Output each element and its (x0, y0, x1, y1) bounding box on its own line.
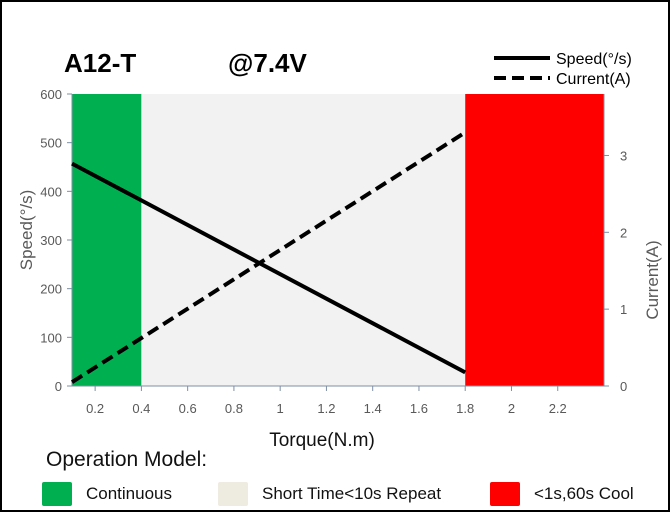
y-tick-label: 400 (40, 184, 62, 199)
legend-label-cool: <1s,60s Cool (534, 484, 634, 503)
y-axis-label: Speed(°/s) (17, 190, 36, 271)
x-axis-label: Torque(N.m) (269, 430, 375, 451)
x-tick-label: 0.2 (86, 401, 104, 416)
x-tick-label: 0.6 (179, 401, 197, 416)
legend-swatch-continuous (42, 482, 72, 506)
legend-label-current: Current(A) (556, 71, 631, 88)
x-tick-label: 2 (508, 401, 515, 416)
legend-item-cool: <1s,60s Cool (490, 480, 634, 508)
chart-title-voltage: @7.4V (228, 48, 307, 78)
chart-title-model: A12-T (64, 48, 136, 78)
operation-model-title: Operation Model: (46, 448, 208, 471)
y2-tick-label: 1 (620, 302, 627, 317)
legend-swatch-cool (490, 482, 520, 506)
region-2 (465, 94, 604, 386)
y2-tick-label: 0 (620, 379, 627, 394)
y2-tick-label: 3 (620, 148, 627, 163)
legend-label-continuous: Continuous (86, 484, 173, 503)
region-0 (72, 94, 142, 386)
x-tick-label: 0.4 (132, 401, 150, 416)
x-tick-label: 1.6 (410, 401, 428, 416)
y2-tick-label: 2 (620, 225, 627, 240)
x-tick-label: 0.8 (225, 401, 243, 416)
x-tick-label: 1.2 (317, 401, 335, 416)
y-tick-label: 300 (40, 233, 62, 248)
y-tick-label: 200 (40, 282, 62, 297)
legend-item-continuous: Continuous (42, 480, 172, 508)
legend-label-short-time: Short Time<10s Repeat (262, 484, 442, 503)
x-tick-label: 1 (277, 401, 284, 416)
region-1 (141, 94, 466, 386)
y-tick-label: 100 (40, 330, 62, 345)
y2-axis-label: Current(A) (643, 240, 662, 319)
x-tick-label: 2.2 (549, 401, 567, 416)
y-tick-label: 600 (40, 87, 62, 102)
series-line-current (70, 130, 467, 384)
y-tick-label: 500 (40, 136, 62, 151)
y-tick-label: 0 (55, 379, 62, 394)
legend-swatch-short-time (218, 482, 248, 506)
legend-item-short-time: Short Time<10s Repeat (218, 480, 441, 508)
legend-label-speed: Speed(°/s) (556, 51, 632, 68)
x-tick-label: 1.8 (456, 401, 474, 416)
x-tick-label: 1.4 (364, 401, 382, 416)
series-line-speed (71, 161, 467, 375)
operation-legend: Continuous Short Time<10s Repeat <1s,60s… (42, 480, 662, 508)
